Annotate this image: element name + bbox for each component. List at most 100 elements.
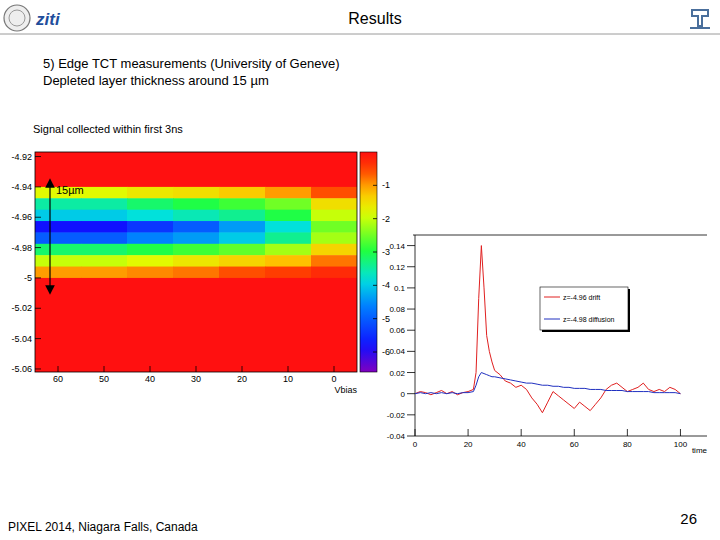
x-tick: [242, 366, 243, 372]
heat-cell: [173, 152, 220, 187]
heat-cell: [219, 210, 266, 222]
heat-cell: [219, 232, 266, 244]
x-tick-label: 30: [191, 374, 201, 384]
x-tick-label: 100: [674, 440, 688, 449]
cells: [35, 152, 357, 372]
y-tick: [407, 309, 415, 310]
heat-cell: [265, 232, 312, 244]
heat-cell: [81, 267, 128, 279]
y-tick: [35, 338, 41, 339]
series-line: [415, 373, 680, 394]
heat-cell: [311, 255, 357, 267]
heat-cell: [35, 232, 82, 244]
heat-cell: [265, 187, 312, 199]
heat-cell: [265, 244, 312, 256]
y-tick: [35, 308, 41, 309]
right-logo: [690, 10, 710, 28]
page-number: 26: [680, 510, 697, 527]
heat-cell: [35, 152, 82, 187]
x-tick: [288, 366, 289, 372]
x-tick-label: 20: [237, 374, 247, 384]
x-tick-label: 40: [517, 440, 526, 449]
heat-cell: [81, 244, 128, 256]
heat-cell: [35, 267, 82, 279]
y-tick-label: -5.06: [11, 364, 32, 374]
heat-cell: [35, 221, 82, 233]
y-tick-label: -4.92: [11, 152, 32, 162]
colorbar-tick: [373, 252, 377, 253]
x-tick: [468, 429, 469, 436]
heat-cell: [81, 278, 128, 372]
heat-cell: [35, 278, 82, 372]
x-tick: [150, 366, 151, 372]
heat-cell: [265, 221, 312, 233]
heat-cell: [173, 210, 220, 222]
heat-cell: [265, 152, 312, 187]
colorbar-tick-label: -2: [382, 214, 390, 224]
logo-text: ziti: [35, 10, 61, 29]
heat-cell: [35, 198, 82, 210]
heat-cell: [127, 210, 174, 222]
heat-cell: [127, 187, 174, 199]
y-tick: [35, 247, 41, 248]
y-tick-label: 0.08: [389, 305, 405, 314]
colorbar-tick-label: -1: [382, 180, 390, 190]
x-tick: [521, 429, 522, 436]
heading-line: 5) Edge TCT measurements (University of …: [43, 56, 339, 71]
line-chart: -0.04-0.0200.020.040.060.080.10.120.1402…: [387, 235, 708, 455]
heat-cell: [311, 267, 357, 279]
x-tick-label: 60: [570, 440, 579, 449]
x-tick: [680, 429, 681, 436]
colorbar: [360, 152, 377, 372]
series-line: [415, 246, 680, 413]
heat-cell: [127, 244, 174, 256]
y-tick-label: 0.06: [389, 326, 405, 335]
heat-cell: [311, 210, 357, 222]
y-tick-label: -5.02: [11, 303, 32, 313]
heat-cell: [81, 221, 128, 233]
heat-cell: [311, 232, 357, 244]
y-tick: [407, 372, 415, 373]
y-tick-label: -4.94: [11, 182, 32, 192]
colorbar-tick: [373, 285, 377, 286]
heat-cell: [81, 210, 128, 222]
heat-cell: [81, 232, 128, 244]
legend: z=-4.96 driftz=-4.98 diffusion: [540, 287, 630, 332]
heat-cell: [311, 198, 357, 210]
heat-cell: [265, 255, 312, 267]
heat-cell: [219, 198, 266, 210]
x-tick-label: 80: [623, 440, 632, 449]
heat-cell: [219, 244, 266, 256]
logo-seal: [4, 5, 30, 31]
y-tick-label: 0.04: [389, 347, 405, 356]
legend-swatch: [544, 319, 560, 320]
heat-cell: [35, 210, 82, 222]
x-tick-label: 50: [99, 374, 109, 384]
colorbar-tick: [373, 352, 377, 353]
heat-cell: [127, 221, 174, 233]
heat-cell: [173, 267, 220, 279]
y-tick: [407, 330, 415, 331]
x-tick-label: 60: [53, 374, 63, 384]
y-tick: [35, 277, 41, 278]
y-tick: [407, 436, 415, 437]
x-tick: [196, 366, 197, 372]
heat-cell: [265, 267, 312, 279]
y-tick: [407, 351, 415, 352]
caption: Signal collected within first 3ns: [33, 123, 183, 135]
heat-cell: [265, 278, 312, 372]
heat-cell: [35, 244, 82, 256]
y-tick: [407, 266, 415, 267]
annotation-arrow: [49, 183, 50, 290]
heat-cell: [219, 267, 266, 279]
legend-box: [540, 287, 628, 330]
heat-cell: [219, 152, 266, 187]
heat-cell: [127, 232, 174, 244]
heat-cell: [173, 187, 220, 199]
x-tick: [58, 366, 59, 372]
heat-cell: [219, 221, 266, 233]
heat-cell: [311, 244, 357, 256]
y-tick-label: 0.1: [394, 284, 406, 293]
heat-cell: [127, 198, 174, 210]
heat-cell: [127, 152, 174, 187]
